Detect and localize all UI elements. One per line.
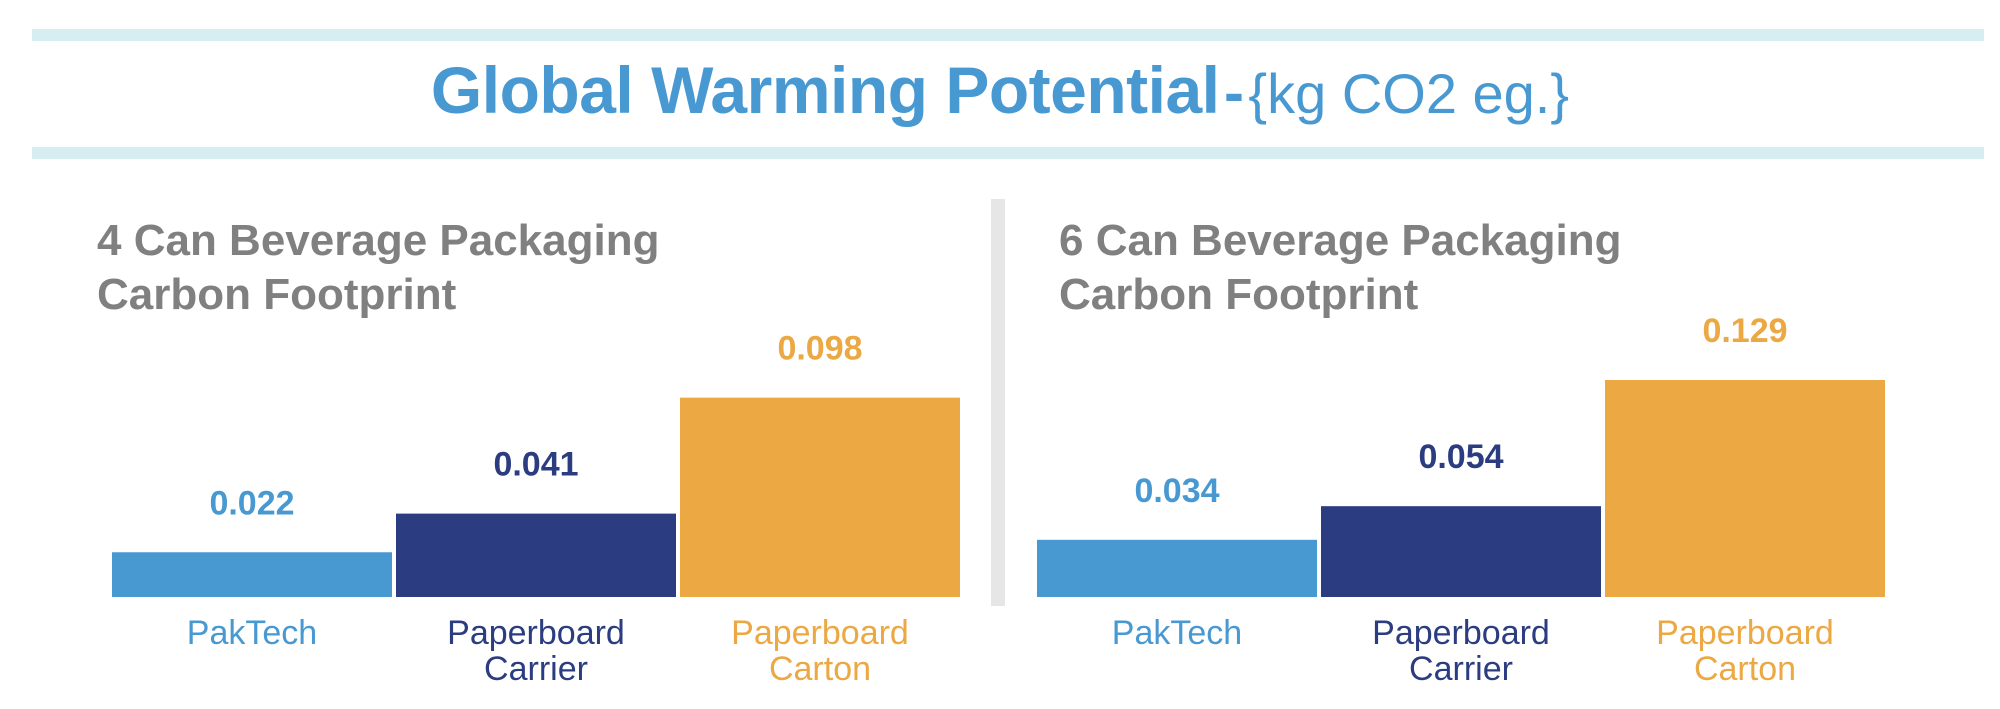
bar-chart-4-can: 0.022 PakTech 0.041 Paperboard Carrier 0.098 P… <box>112 330 960 688</box>
bar-paperboard-carrier <box>396 513 676 597</box>
title-main: Global Warming Potential <box>430 53 1220 127</box>
value-label-paperboard-carrier: 0.054 <box>1418 438 1503 476</box>
title-band-top <box>32 29 1984 41</box>
bar-paperboard-carton <box>1605 380 1885 597</box>
category-label-paperboard-carton: Paperboard Carton <box>731 614 909 688</box>
chart-title-6-can: 6 Can Beverage Packaging Carbon Footprin… <box>1059 216 1622 319</box>
value-label-paperboard-carrier: 0.041 <box>493 446 578 484</box>
category-label-paperboard-carrier: Paperboard Carrier <box>447 614 625 688</box>
category-label-paperboard-carton: Paperboard Carton <box>1656 614 1834 688</box>
bar-paperboard-carton <box>680 397 960 597</box>
bar-chart-6-can: 0.034 PakTech 0.054 Paperboard Carrier 0.129 P… <box>1037 312 1885 688</box>
category-label-paktech: PakTech <box>187 614 317 652</box>
category-label-paperboard-carrier: Paperboard Carrier <box>1372 614 1550 688</box>
value-label-paperboard-carton: 0.098 <box>777 330 862 368</box>
value-label-paktech: 0.022 <box>209 484 294 522</box>
title-band-bottom <box>32 147 1984 159</box>
page-title: Global Warming Potential - {kg CO2 eg.} <box>0 52 2000 136</box>
title-separator: - <box>1223 59 1244 126</box>
bar-paktech <box>1037 539 1317 597</box>
value-label-paperboard-carton: 0.129 <box>1702 312 1787 350</box>
value-label-paktech: 0.034 <box>1134 472 1219 510</box>
bar-paperboard-carrier <box>1321 506 1601 597</box>
chart-title-4-can: 4 Can Beverage Packaging Carbon Footprin… <box>97 216 660 319</box>
panel-divider <box>991 199 1005 606</box>
category-label-paktech: PakTech <box>1112 614 1242 652</box>
title-unit: {kg CO2 eg.} <box>1248 62 1570 125</box>
bar-paktech <box>112 552 392 597</box>
